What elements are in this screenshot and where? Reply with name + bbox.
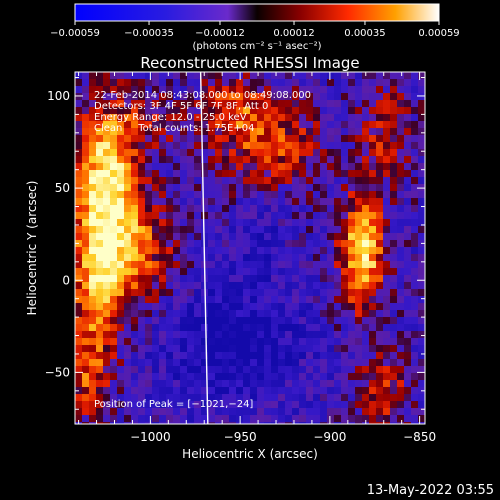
heatmap [75, 72, 425, 424]
x-tick-label: −1000 [130, 430, 171, 444]
x-tick-label: −900 [313, 430, 346, 444]
footer-timestamp: 13-May-2022 03:55 [367, 483, 494, 498]
axis-ticks [75, 72, 425, 424]
colorbar [74, 3, 440, 22]
colorbar-ticks: −0.00059 −0.00035 −0.00012 0.00012 0.00035 0.… [50, 21, 460, 39]
colorbar-tick-label: −0.00035 [124, 28, 174, 39]
y-tick-label: 50 [55, 181, 70, 195]
colorbar-tick-label: −0.00059 [50, 28, 100, 39]
x-tick-label: −850 [403, 430, 436, 444]
peak-position-label: Position of Peak = [−1021,−24] [94, 399, 253, 410]
annotation-energy-range: Energy Range: 12.0 - 25.0 keV [94, 112, 247, 123]
colorbar-units-label: (photons cm⁻² s⁻¹ asec⁻²) [192, 41, 321, 52]
y-tick-label: 100 [47, 89, 70, 103]
colorbar-tick-label: −0.00012 [195, 28, 245, 39]
annotation-block: 22-Feb-2014 08:43:08.000 to 08:49:08.000… [94, 90, 311, 134]
y-tick-label: −50 [45, 365, 70, 379]
colorbar-tick-label: 0.00012 [273, 28, 314, 39]
x-axis-label: Heliocentric X (arcsec) [182, 447, 318, 461]
limb-line [199, 72, 209, 424]
colorbar-tick-label: 0.00059 [418, 28, 459, 39]
plot-frame [74, 71, 426, 425]
annotation-total-counts: Clean Total counts: 1.75E+04 [94, 123, 254, 134]
annotation-time-range: 22-Feb-2014 08:43:08.000 to 08:49:08.000 [94, 90, 311, 101]
annotation-detectors: Detectors: 3F 4F 5F 6F 7F 8F, Att 0 [94, 101, 268, 112]
colorbar-tick-label: 0.00035 [344, 28, 385, 39]
x-tick-label: −950 [224, 430, 257, 444]
chart-title: Reconstructed RHESSI Image [140, 54, 359, 72]
y-tick-label: 0 [62, 273, 70, 287]
y-axis-label: Heliocentric Y (arcsec) [25, 181, 39, 316]
